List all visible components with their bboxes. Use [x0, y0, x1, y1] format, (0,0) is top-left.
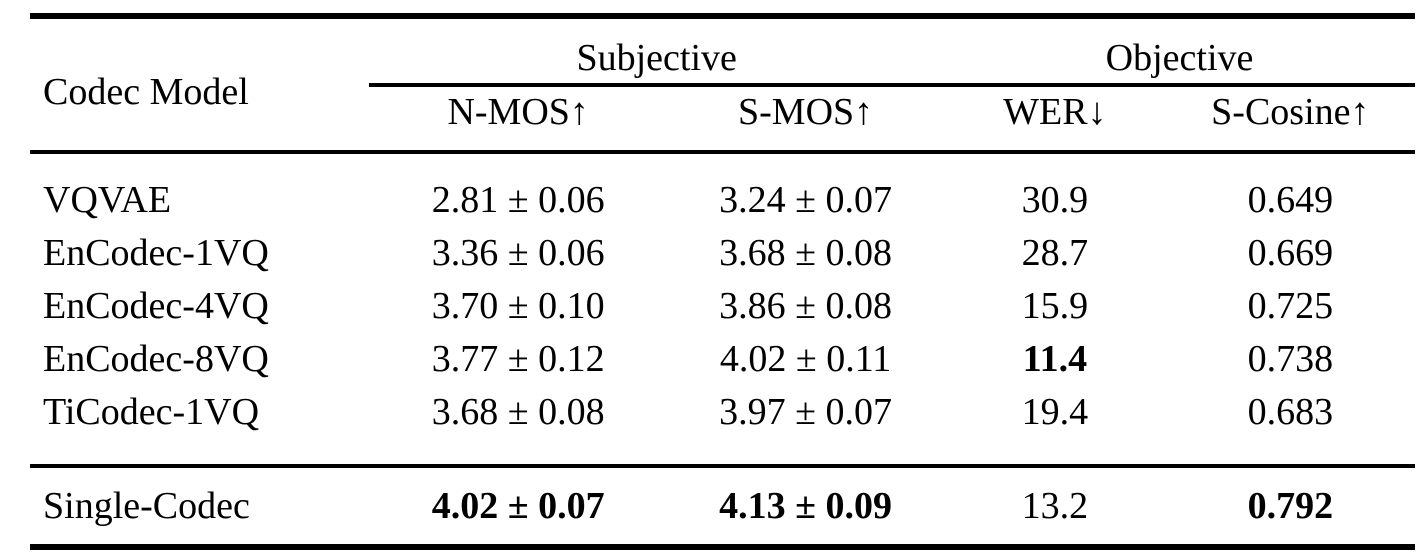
column-header-codec-model: Codec Model — [30, 16, 370, 154]
header-group-row: Codec Model Subjective Objective — [30, 16, 1415, 154]
cell-smos: 3.86 ± 0.08 — [719, 285, 892, 327]
cell-model: VQVAE — [43, 179, 172, 221]
column-header-scosine: S-Cosine↑ — [1165, 85, 1415, 154]
cell-nmos: 3.68 ± 0.08 — [431, 391, 605, 433]
cell-model: TiCodec-1VQ — [43, 391, 260, 433]
cell-model: Single-Codec — [30, 464, 370, 547]
cell-scosine: 0.669 — [1247, 232, 1334, 274]
cell-model: EnCodec-1VQ — [43, 232, 269, 274]
cell-wer: 30.9 — [1021, 179, 1089, 221]
cell-scosine: 0.683 — [1247, 391, 1334, 433]
column-group-objective: Objective — [944, 16, 1415, 87]
table-row-single-codec: Single-Codec 4.02 ± 0.07 4.13 ± 0.09 13.… — [30, 464, 1415, 547]
table-row-encodec-1vq: EnCodec-1VQ 3.36 ± 0.06 3.68 ± 0.08 28.7… — [30, 227, 1415, 280]
cell-wer: 28.7 — [1021, 232, 1089, 274]
cell-smos: 3.97 ± 0.07 — [719, 391, 892, 433]
cell-scosine: 0.649 — [1247, 179, 1334, 221]
header-metric-row: N-MOS↑ S-MOS↑ WER↓ S-Cosine↑ — [30, 85, 1415, 154]
cell-nmos: 3.77 ± 0.12 — [431, 338, 605, 380]
column-header-smos: S-MOS↑ — [667, 85, 945, 154]
cell-nmos: 3.70 ± 0.10 — [431, 285, 605, 327]
cell-smos: 4.02 ± 0.11 — [719, 338, 892, 380]
cell-smos: 3.68 ± 0.08 — [719, 232, 892, 274]
cell-scosine-best: 0.792 — [1165, 464, 1415, 547]
cell-smos: 3.24 ± 0.07 — [719, 179, 892, 221]
cell-wer: 15.9 — [1021, 285, 1089, 327]
codec-results-table: Codec Model Subjective Objective N-MOS↑ … — [30, 13, 1415, 550]
cell-nmos-best: 4.02 ± 0.07 — [369, 464, 668, 547]
table-row-encodec-8vq: EnCodec-8VQ 3.77 ± 0.12 4.02 ± 0.11 11.4… — [30, 333, 1415, 386]
column-group-subjective: Subjective — [369, 16, 945, 87]
cell-wer-best: 11.4 — [1022, 338, 1088, 380]
table-header: Codec Model Subjective Objective N-MOS↑ … — [30, 16, 1415, 154]
table-row-encodec-4vq: EnCodec-4VQ 3.70 ± 0.10 3.86 ± 0.08 15.9… — [30, 280, 1415, 333]
table-row-vqvae: VQVAE 2.81 ± 0.06 3.24 ± 0.07 30.9 0.649 — [30, 152, 1415, 227]
cell-scosine: 0.738 — [1247, 338, 1334, 380]
table-row-ticodec-1vq: TiCodec-1VQ 3.68 ± 0.08 3.97 ± 0.07 19.4… — [30, 386, 1415, 466]
cell-wer: 19.4 — [1021, 391, 1089, 433]
cell-nmos: 3.36 ± 0.06 — [431, 232, 605, 274]
table-body: VQVAE 2.81 ± 0.06 3.24 ± 0.07 30.9 0.649… — [30, 152, 1415, 466]
cell-smos-best: 4.13 ± 0.09 — [667, 464, 945, 547]
table-footer: Single-Codec 4.02 ± 0.07 4.13 ± 0.09 13.… — [30, 464, 1415, 547]
cell-model: EnCodec-4VQ — [43, 285, 269, 327]
column-header-nmos: N-MOS↑ — [369, 85, 668, 154]
cell-nmos: 2.81 ± 0.06 — [431, 179, 605, 221]
column-header-wer: WER↓ — [944, 85, 1166, 154]
cell-wer: 13.2 — [944, 464, 1166, 547]
cell-scosine: 0.725 — [1247, 285, 1334, 327]
cell-model: EnCodec-8VQ — [43, 338, 269, 380]
